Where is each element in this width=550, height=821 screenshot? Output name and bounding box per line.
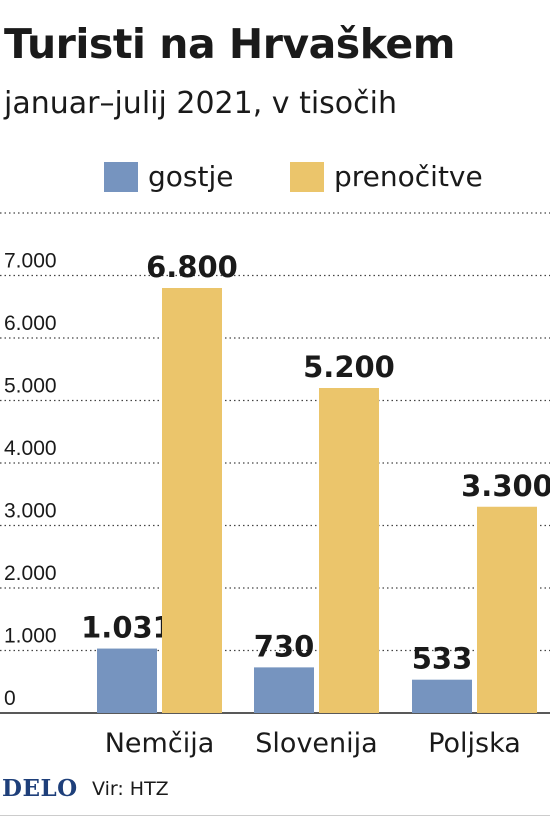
legend-label-prenocitve: prenočitve <box>334 160 483 193</box>
y-tick-label-0: 0 <box>4 687 16 710</box>
footer: DELO Vir: HTZ <box>0 775 550 805</box>
y-tick-label-6000: 6.000 <box>4 312 57 335</box>
value-label-gostje-0: 1.031 <box>81 611 173 645</box>
category-label-2: Poljska <box>428 728 521 759</box>
legend-label-gostje: gostje <box>148 160 234 193</box>
bar-prenočitve-0 <box>162 288 222 713</box>
value-label-prenočitve-0: 6.800 <box>146 250 238 284</box>
legend-item-gostje: gostje <box>104 160 233 193</box>
y-tick-label-1000: 1.000 <box>4 625 57 648</box>
bar-gostje-0 <box>97 648 157 713</box>
y-tick-label-4000: 4.000 <box>4 437 57 460</box>
bar-prenočitve-1 <box>319 388 379 713</box>
bottom-divider <box>0 815 550 816</box>
value-label-prenočitve-1: 5.200 <box>303 350 395 384</box>
source-note: Vir: HTZ <box>92 778 169 800</box>
bar-gostje-1 <box>254 667 314 713</box>
category-label-0: Nemčija <box>105 728 215 759</box>
y-tick-label-2000: 2.000 <box>4 562 57 585</box>
bar-gostje-2 <box>412 679 472 713</box>
legend-swatch-gostje <box>104 161 138 192</box>
value-label-gostje-2: 533 <box>412 642 473 676</box>
chart-subtitle: januar–julij 2021, v tisočih <box>4 86 397 121</box>
y-tick-label-3000: 3.000 <box>4 500 57 523</box>
chart-title: Turisti na Hrvaškem <box>4 20 455 68</box>
value-label-prenočitve-2: 3.300 <box>461 469 550 503</box>
value-label-gostje-1: 730 <box>254 629 315 663</box>
category-label-1: Slovenija <box>255 728 377 759</box>
y-tick-label-7000: 7.000 <box>4 250 57 273</box>
legend-swatch-prenocitve <box>290 161 324 192</box>
bar-prenočitve-2 <box>477 506 537 713</box>
legend-item-prenocitve: prenočitve <box>290 160 483 193</box>
delo-logo: DELO <box>2 775 78 802</box>
bar-chart: 0 1.000 2.000 3.000 4.000 5.000 6.000 7.000 1.03… <box>0 212 550 759</box>
y-tick-label-5000: 5.000 <box>4 375 57 398</box>
